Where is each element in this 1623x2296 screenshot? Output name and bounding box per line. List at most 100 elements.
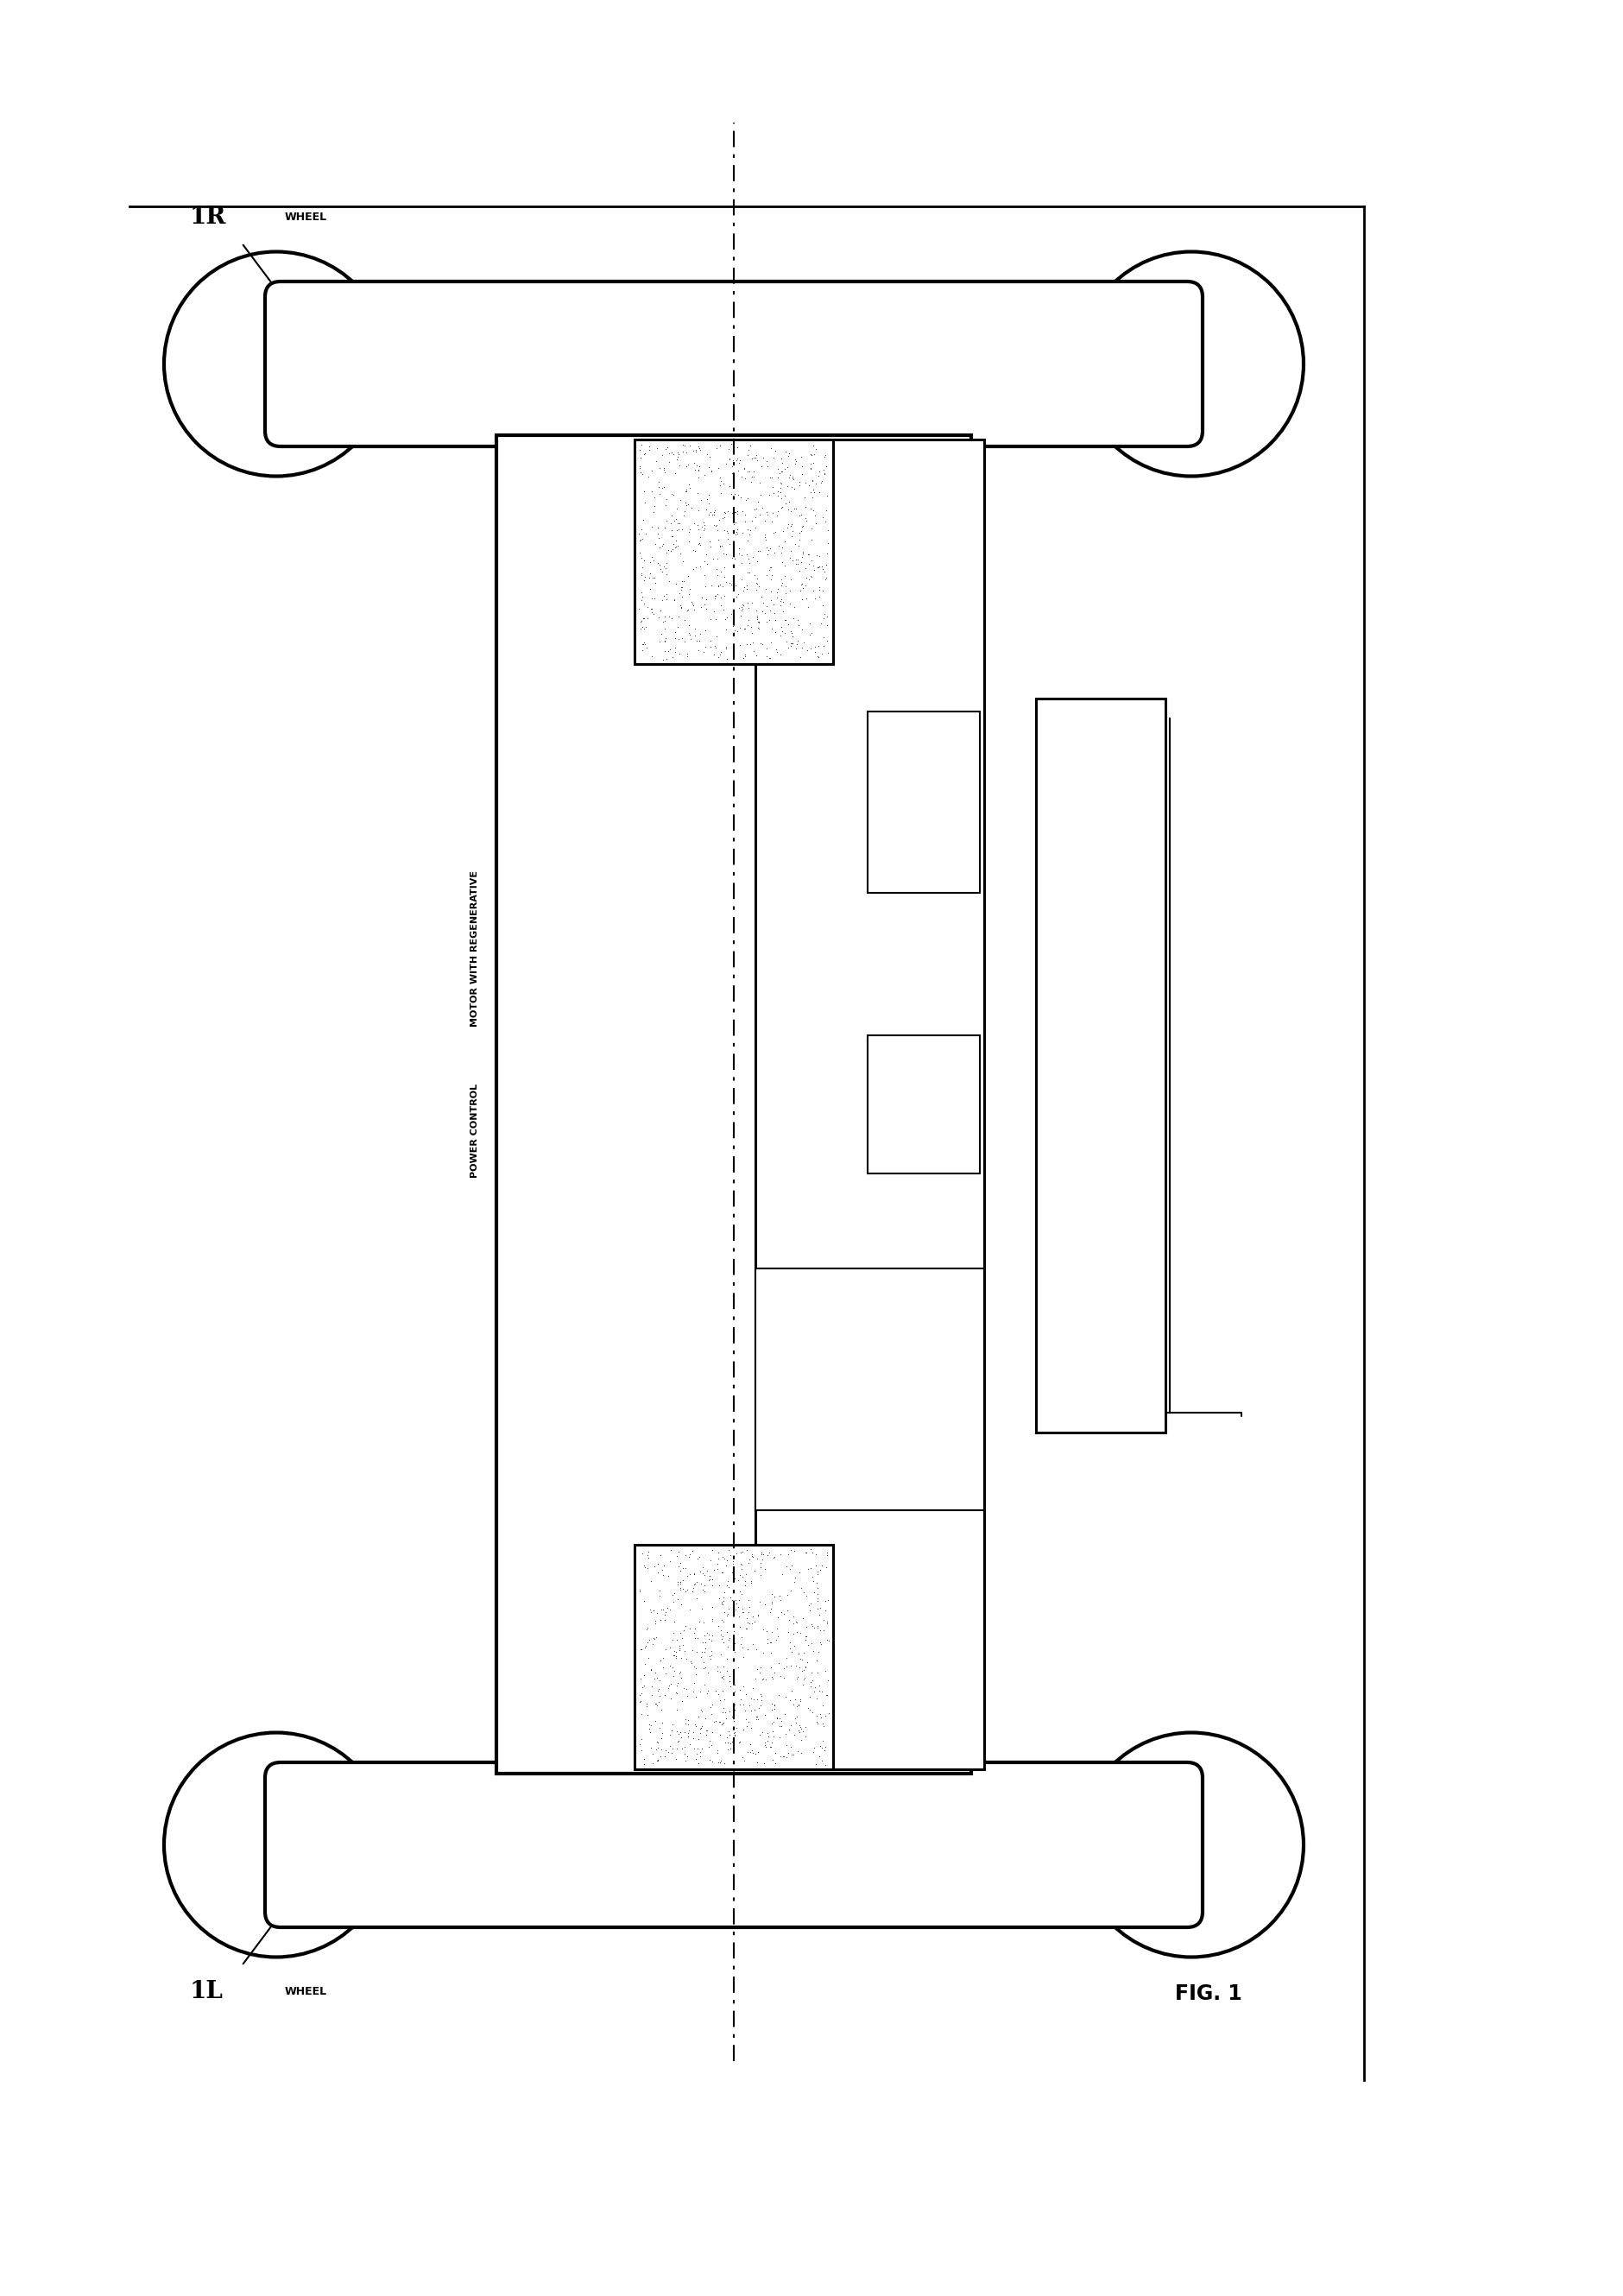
Point xyxy=(638,1591,664,1628)
Point xyxy=(740,1538,766,1575)
Point xyxy=(766,1699,792,1736)
Point xyxy=(773,484,799,521)
Point xyxy=(784,1658,810,1694)
Point xyxy=(630,549,656,585)
Point xyxy=(790,1575,816,1612)
Point xyxy=(712,1639,738,1676)
Point xyxy=(706,528,732,565)
Point xyxy=(643,1731,669,1768)
Point xyxy=(779,459,805,496)
Point xyxy=(774,1736,800,1773)
Point xyxy=(657,533,683,569)
Point xyxy=(748,592,774,629)
Point xyxy=(777,1531,803,1568)
Point xyxy=(753,604,779,641)
Point xyxy=(638,1729,664,1766)
Point xyxy=(738,1681,764,1717)
Point xyxy=(808,1674,834,1711)
Point xyxy=(695,1671,721,1708)
Point xyxy=(672,1743,698,1779)
Point xyxy=(628,1630,654,1667)
Point xyxy=(740,439,766,475)
Point xyxy=(690,1623,716,1660)
Point xyxy=(745,533,771,569)
Point xyxy=(649,1557,675,1593)
Point xyxy=(643,1701,669,1738)
Point xyxy=(674,434,700,471)
Point xyxy=(709,1623,735,1660)
Point xyxy=(651,455,677,491)
Point xyxy=(643,1653,669,1690)
Point xyxy=(626,1676,652,1713)
Point xyxy=(648,1642,674,1678)
Point xyxy=(662,528,688,565)
Point xyxy=(649,581,675,618)
Point xyxy=(708,1612,734,1649)
Point xyxy=(799,1559,824,1596)
Point xyxy=(691,1632,717,1669)
Point xyxy=(652,1731,678,1768)
Point xyxy=(638,1706,664,1743)
Point xyxy=(714,1598,740,1635)
Point xyxy=(667,1545,693,1582)
Point xyxy=(725,452,751,489)
Point xyxy=(717,425,743,461)
Point xyxy=(674,636,700,673)
Point xyxy=(786,551,812,588)
Point xyxy=(716,1658,742,1694)
Point xyxy=(706,1568,732,1605)
Point xyxy=(630,501,656,537)
Point xyxy=(794,560,820,597)
Point xyxy=(774,491,800,528)
Point xyxy=(729,1628,755,1665)
Point xyxy=(672,448,698,484)
Point xyxy=(753,1729,779,1766)
Point xyxy=(636,569,662,606)
Point xyxy=(704,1743,730,1779)
Point xyxy=(768,464,794,501)
Point xyxy=(662,1639,688,1676)
Point xyxy=(808,464,834,501)
Point xyxy=(777,533,803,569)
Point xyxy=(786,464,812,501)
Point xyxy=(802,1669,828,1706)
Point xyxy=(799,521,824,558)
Point xyxy=(761,1653,787,1690)
Point xyxy=(747,604,773,641)
Point xyxy=(721,441,747,478)
Point xyxy=(652,429,678,466)
Point xyxy=(779,1616,805,1653)
Point xyxy=(748,1676,774,1713)
Point xyxy=(727,480,753,517)
Point xyxy=(706,1580,732,1616)
Point xyxy=(714,514,740,551)
Point xyxy=(758,459,784,496)
Point xyxy=(654,533,680,569)
Point xyxy=(690,1605,716,1642)
Point xyxy=(734,535,760,572)
Point xyxy=(758,429,784,466)
Point xyxy=(693,1552,719,1589)
Point xyxy=(734,1630,760,1667)
Point xyxy=(685,475,711,512)
Point xyxy=(675,1717,701,1754)
Point xyxy=(665,1548,691,1584)
Point xyxy=(665,574,691,611)
Point xyxy=(743,599,769,636)
Point xyxy=(716,441,742,478)
Point xyxy=(682,1566,708,1603)
Point xyxy=(646,450,672,487)
Point xyxy=(768,1593,794,1630)
Point xyxy=(700,1589,725,1626)
Point xyxy=(786,1688,812,1724)
Point xyxy=(680,592,706,629)
Point xyxy=(661,1658,687,1694)
Point xyxy=(799,615,824,652)
Point xyxy=(803,1681,829,1717)
Point xyxy=(792,567,818,604)
Point xyxy=(701,1704,727,1740)
Point xyxy=(698,1621,724,1658)
Point xyxy=(784,1697,810,1733)
Point xyxy=(651,602,677,638)
Point xyxy=(808,1699,834,1736)
